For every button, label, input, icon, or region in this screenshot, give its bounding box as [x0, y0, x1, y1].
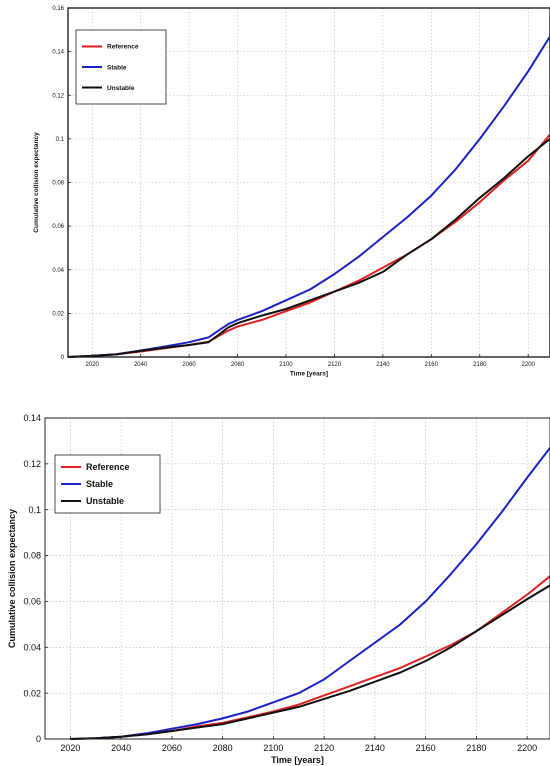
- bottom-y-tick-label: 0.08: [23, 551, 41, 561]
- top-legend-label-stable: Stable: [107, 64, 127, 71]
- bottom-series-line-unstable: [70, 584, 550, 740]
- top-x-axis-label: Time [years]: [290, 371, 328, 378]
- bottom-y-tick-label: 0.02: [23, 688, 41, 698]
- top-legend: Reference Stable Unstable: [75, 29, 167, 105]
- bottom-legend: Reference Stable Unstable: [54, 454, 161, 514]
- bottom-legend-label-reference: Reference: [86, 462, 130, 472]
- top-x-tick-label: 2200: [522, 362, 536, 368]
- bottom-y-tick-label: 0.04: [23, 642, 41, 652]
- chart-bottom: 2020 2040 2060 2080 2100 2120 2140 2160 2180 2200…: [7, 413, 550, 765]
- top-x-tick-label: 2080: [231, 362, 245, 368]
- chart-top: 2020 2040 2060 2080 2100 2120 2140 2160 2180 2200…: [33, 6, 550, 378]
- top-x-tick-label: 2160: [425, 362, 439, 368]
- bottom-y-tick-label: 0.06: [23, 597, 41, 607]
- top-y-tick-label: 0: [61, 355, 65, 361]
- top-y-tick-label: 0.1: [56, 137, 65, 143]
- bottom-plot-frame: [44, 417, 550, 740]
- top-series-line-unstable: [67, 138, 550, 358]
- top-y-tick-label: 0.16: [52, 6, 64, 12]
- bottom-y-tick-label: 0: [36, 734, 41, 744]
- top-legend-label-unstable: Unstable: [107, 85, 135, 92]
- bottom-x-tick-label: 2200: [517, 743, 537, 753]
- bottom-x-tick-label: 2120: [314, 743, 334, 753]
- bottom-y-tick-label: 0.12: [23, 459, 41, 469]
- top-x-tick-label: 2100: [279, 362, 293, 368]
- bottom-x-tick-label: 2100: [263, 743, 283, 753]
- bottom-x-tick-label: 2180: [466, 743, 486, 753]
- top-y-axis-label: Cumulative collision expectancy: [33, 132, 40, 233]
- top-y-tick-label: 0.04: [52, 268, 64, 274]
- top-y-tick-label: 0.12: [52, 93, 64, 99]
- bottom-y-axis-label: Cumulative collision expectancy: [7, 509, 17, 648]
- top-x-tick-label: 2020: [86, 362, 100, 368]
- bottom-x-axis-label: Time [years]: [271, 755, 324, 765]
- top-x-tick-label: 2120: [328, 362, 342, 368]
- bottom-series-line-stable: [70, 447, 550, 740]
- top-x-tick-label: 2140: [376, 362, 390, 368]
- bottom-legend-label-stable: Stable: [86, 479, 113, 489]
- top-y-tick-label: 0.02: [52, 311, 64, 317]
- bottom-x-tick-label: 2160: [416, 743, 436, 753]
- top-x-tick-label: 2040: [134, 362, 148, 368]
- bottom-x-tick-label: 2060: [162, 743, 182, 753]
- bottom-legend-label-unstable: Unstable: [86, 496, 124, 506]
- top-x-tick-label: 2180: [473, 362, 487, 368]
- top-y-tick-label: 0.06: [52, 224, 64, 230]
- top-y-tick-label: 0.14: [52, 50, 64, 56]
- bottom-x-tick-label: 2040: [111, 743, 131, 753]
- top-x-tick-label: 2060: [182, 362, 196, 368]
- bottom-x-tick-label: 2140: [365, 743, 385, 753]
- bottom-x-tick-label: 2080: [213, 743, 233, 753]
- top-legend-label-reference: Reference: [107, 44, 139, 51]
- bottom-y-tick-label: 0.1: [28, 505, 41, 515]
- bottom-x-tick-label: 2020: [60, 743, 80, 753]
- bottom-y-tick-label: 0.14: [23, 413, 41, 423]
- top-y-tick-label: 0.08: [52, 181, 64, 187]
